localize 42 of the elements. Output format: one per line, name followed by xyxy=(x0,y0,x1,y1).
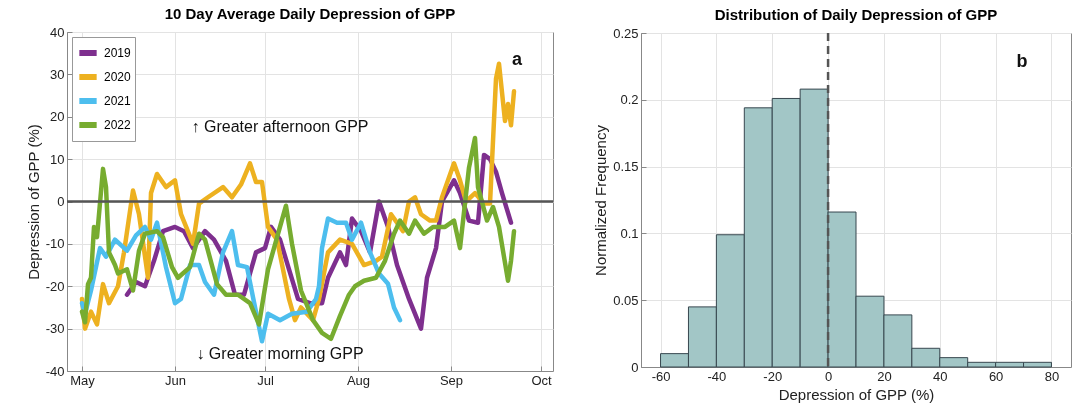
x-tick-label: Oct xyxy=(531,372,552,388)
legend-label: 2020 xyxy=(104,70,132,84)
y-tick-label: -20 xyxy=(45,278,65,294)
annotation: a xyxy=(511,49,523,69)
y-tick-label: -10 xyxy=(45,236,65,252)
legend-label: 2022 xyxy=(104,118,132,132)
y-tick-label: 10 xyxy=(50,151,65,167)
x-tick-label: May xyxy=(70,372,96,388)
y-tick-label: 0.1 xyxy=(620,225,639,241)
y-tick-label: 40 xyxy=(50,24,65,40)
x-tick-label: Jul xyxy=(257,372,274,388)
x-tick-label: -20 xyxy=(763,368,783,384)
legend-label: 2021 xyxy=(104,94,132,108)
x-tick-label: Sep xyxy=(439,372,464,388)
annotation: ↑ Greater afternoon GPP xyxy=(191,118,369,135)
chart-title: Distribution of Daily Depression of GPP xyxy=(714,6,998,23)
x-tick-label: Aug xyxy=(346,372,371,388)
y-axis-title: Depression of GPP (%) xyxy=(24,124,42,280)
y-tick-label: 0 xyxy=(57,194,65,209)
line-series xyxy=(79,135,517,342)
legend-label: 2019 xyxy=(104,46,132,60)
x-tick-label: Jun xyxy=(165,372,186,388)
y-tick-label: 0.25 xyxy=(613,25,639,41)
y-tick-label: 20 xyxy=(50,109,65,125)
x-tick-label: 80 xyxy=(1044,368,1060,384)
x-axis-title: Depression of GPP (%) xyxy=(778,385,935,403)
y-tick-label: 0.2 xyxy=(620,92,639,108)
y-axis-title: Normalized Frequency xyxy=(592,124,610,276)
x-tick-label: 0 xyxy=(824,368,833,384)
x-tick-label: 40 xyxy=(933,368,948,384)
y-tick-label: 30 xyxy=(50,66,65,82)
y-tick-label: 0.05 xyxy=(613,292,639,308)
line-series xyxy=(79,216,403,344)
x-tick-label: 20 xyxy=(877,368,892,384)
x-tick-label: -40 xyxy=(707,368,727,384)
annotation: ↓ Greater morning GPP xyxy=(196,345,364,362)
chart-title: 10 Day Average Daily Depression of GPP xyxy=(164,5,456,22)
y-tick-label: 0.15 xyxy=(613,159,639,175)
x-tick-label: -60 xyxy=(651,368,671,384)
x-tick-label: 60 xyxy=(988,368,1004,384)
y-tick-label: -30 xyxy=(45,321,65,337)
annotation: b xyxy=(1016,51,1028,71)
